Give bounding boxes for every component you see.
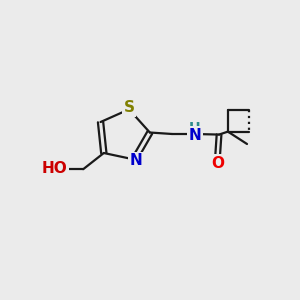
Text: H: H: [189, 121, 200, 134]
Text: O: O: [211, 156, 224, 171]
Text: N: N: [129, 154, 142, 169]
Text: S: S: [124, 100, 134, 116]
Text: N: N: [188, 128, 201, 143]
Text: HO: HO: [41, 161, 67, 176]
